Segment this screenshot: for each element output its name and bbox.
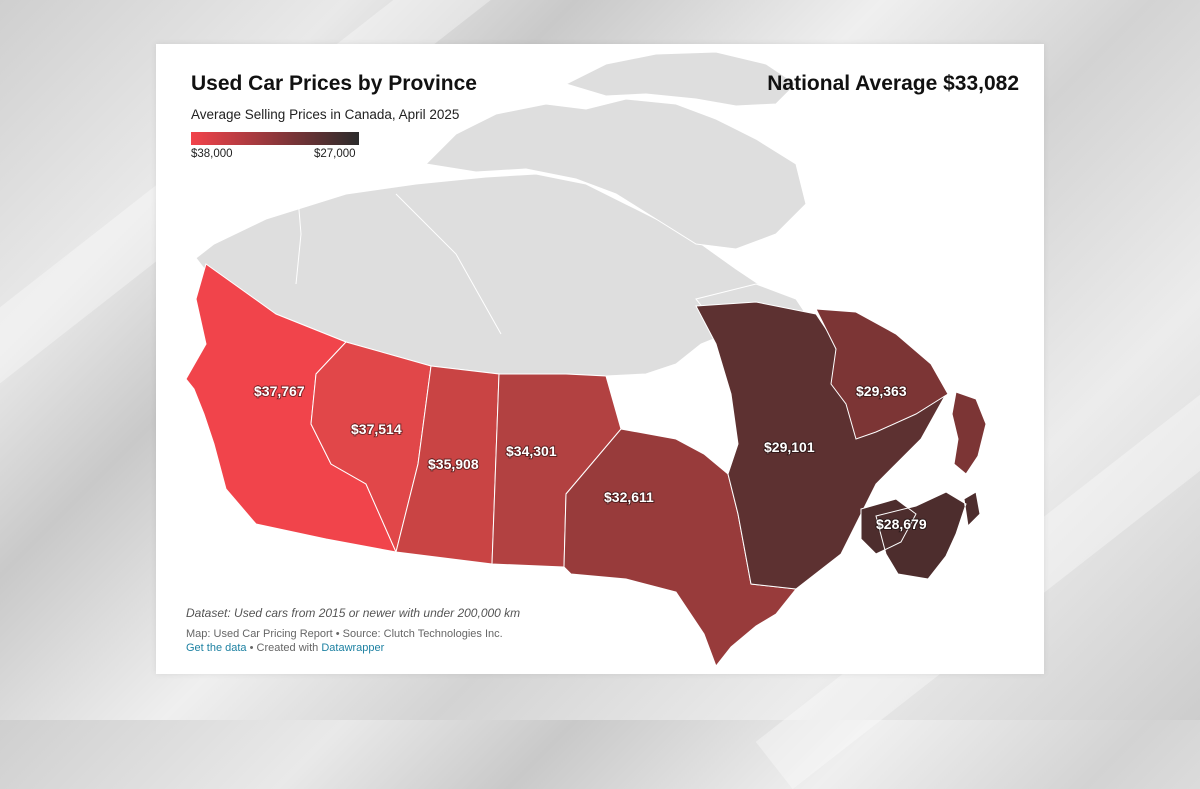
- legend-min-label: $38,000: [191, 148, 233, 160]
- region-value-label: $34,301: [506, 443, 557, 459]
- source-line: Map: Used Car Pricing Report • Source: C…: [186, 628, 503, 640]
- territory-border: [395, 193, 502, 335]
- map-card: $37,767 $37,514 $35,908 $34,301 $32,611 $29,1…: [156, 44, 1044, 674]
- datawrapper-link[interactable]: Datawrapper: [321, 642, 385, 654]
- created-with-text: • Created with: [246, 642, 322, 654]
- region-value-label: $29,363: [856, 383, 907, 399]
- legend-max-label: $27,000: [314, 148, 356, 160]
- dataset-note: Dataset: Used cars from 2015 or newer wi…: [186, 606, 521, 620]
- legend-gradient: [191, 132, 359, 145]
- region-ontario[interactable]: [563, 428, 797, 668]
- region-value-label: $28,679: [876, 516, 927, 532]
- region-newfoundland-and-labrador[interactable]: [815, 308, 987, 475]
- region-value-label: $35,908: [428, 456, 479, 472]
- region-labels: $37,767 $37,514 $35,908 $34,301 $32,611 $29,1…: [253, 382, 928, 533]
- region-saskatchewan[interactable]: [395, 365, 500, 565]
- territory-border: [295, 173, 302, 285]
- territories-no-data: [195, 51, 817, 377]
- region-value-label: $29,101: [764, 439, 815, 455]
- arctic-islands: [424, 98, 807, 250]
- provinces: [185, 263, 987, 668]
- footer-links: Get the data • Created with Datawrapper: [186, 642, 384, 654]
- region-value-label: $32,611: [604, 489, 654, 505]
- region-value-label: $37,767: [254, 383, 305, 399]
- region-value-label: $37,514: [351, 421, 402, 437]
- get-the-data-link[interactable]: Get the data: [186, 642, 247, 654]
- national-average: National Average $33,082: [767, 72, 1019, 95]
- canada-map: $37,767 $37,514 $35,908 $34,301 $32,611 $29,1…: [185, 51, 987, 668]
- map-title: Used Car Prices by Province: [191, 72, 477, 95]
- map-subtitle: Average Selling Prices in Canada, April …: [191, 107, 460, 122]
- arctic-islands-north: [564, 51, 797, 107]
- region-atlantic-provinces[interactable]: [860, 491, 981, 580]
